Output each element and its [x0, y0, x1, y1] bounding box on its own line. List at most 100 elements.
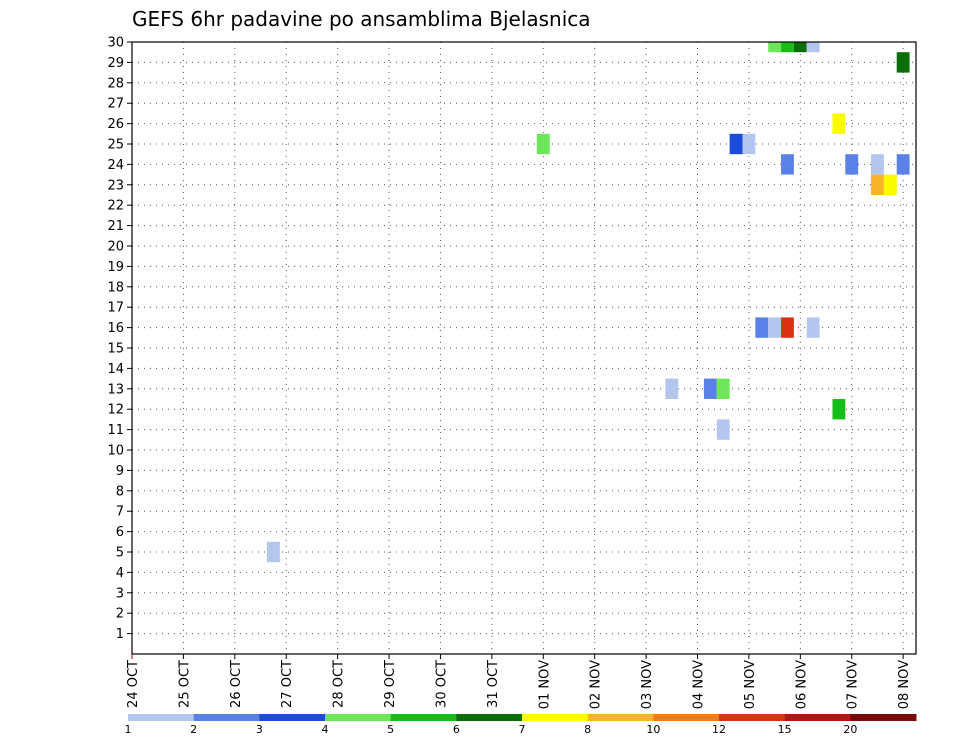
data-cell [806, 317, 820, 338]
colorbar-label: 8 [584, 723, 591, 736]
data-cell [781, 317, 794, 338]
data-cell [781, 42, 794, 53]
colorbar-swatch [850, 714, 917, 721]
colorbar-label: 20 [843, 723, 857, 736]
data-cell [832, 113, 846, 134]
data-cell [536, 133, 550, 155]
x-tick-label: 02 NOV [589, 660, 604, 709]
x-tick-label: 01 NOV [537, 660, 552, 709]
y-tick-label: 14 [107, 362, 124, 377]
x-tick-label: 06 NOV [794, 660, 809, 709]
y-tick-label: 4 [116, 566, 124, 581]
y-tick-label: 2 [116, 607, 124, 622]
y-tick-label: 6 [116, 525, 124, 540]
y-tick-label: 21 [107, 219, 124, 234]
x-tick-label: 31 OCT [486, 660, 501, 708]
colorbar-label: 12 [712, 723, 726, 736]
y-tick-label: 15 [107, 342, 124, 357]
colorbar-label: 5 [387, 723, 394, 736]
y-tick-label: 9 [116, 464, 124, 479]
y-tick-label: 23 [107, 178, 124, 193]
colorbar-label: 10 [646, 723, 660, 736]
colorbar: 1 2 3 4 5 6 7 8 10 12 15 20 [125, 714, 917, 736]
colorbar-swatch [456, 714, 523, 721]
colorbar-swatch [784, 714, 851, 721]
x-tick-label: 08 NOV [897, 660, 912, 709]
x-tick-label: 26 OCT [229, 660, 244, 708]
y-tick-label: 5 [116, 546, 124, 561]
data-cell [665, 378, 679, 399]
data-cell [883, 174, 897, 195]
data-cell [742, 133, 756, 155]
y-tick-label: 7 [116, 505, 124, 520]
colorbar-swatch [522, 714, 589, 721]
grid-lines [131, 41, 916, 654]
colorbar-swatch [587, 714, 654, 721]
data-cell [781, 154, 794, 175]
y-tick-label: 16 [107, 321, 124, 336]
chart-title: GEFS 6hr padavine po ansamblima Bjelasni… [132, 7, 591, 31]
y-tick-label: 25 [107, 138, 124, 153]
y-tick-label: 3 [116, 586, 124, 601]
y-tick-label: 28 [107, 76, 124, 91]
colorbar-label: 4 [322, 723, 329, 736]
data-cell [832, 399, 846, 420]
colorbar-swatch [719, 714, 786, 721]
data-cell [716, 378, 730, 399]
data-cells [266, 42, 910, 563]
y-tick-label: 1 [116, 627, 124, 642]
y-tick-label: 17 [107, 301, 124, 316]
y-axis-ticks: 1234567891011121314151617181920212223242… [107, 36, 132, 642]
y-tick-label: 20 [107, 240, 124, 255]
y-tick-label: 8 [116, 484, 124, 499]
data-cell [871, 154, 884, 175]
data-cell [729, 133, 743, 155]
colorbar-swatch [193, 714, 260, 721]
colorbar-label: 1 [125, 723, 132, 736]
colorbar-swatch [128, 714, 195, 721]
y-tick-label: 22 [107, 199, 124, 214]
x-tick-label: 29 OCT [383, 660, 398, 708]
y-tick-label: 30 [107, 36, 124, 51]
colorbar-swatch [259, 714, 326, 721]
y-tick-label: 13 [107, 382, 124, 397]
data-cell [806, 42, 820, 53]
y-tick-label: 29 [107, 56, 124, 71]
colorbar-swatch [325, 714, 392, 721]
y-tick-label: 19 [107, 260, 124, 275]
x-axis-ticks: 24 OCT 25 OCT 26 OCT 27 OCT 28 OCT 29 OCT 30 O… [126, 654, 912, 709]
x-tick-label: 07 NOV [846, 660, 861, 709]
x-tick-label: 28 OCT [332, 660, 347, 708]
y-tick-label: 18 [107, 280, 124, 295]
data-cell [768, 317, 782, 338]
y-tick-label: 12 [107, 403, 124, 418]
x-tick-label: 25 OCT [177, 660, 192, 708]
x-tick-label: 04 NOV [692, 660, 707, 709]
x-tick-label: 03 NOV [640, 660, 655, 709]
data-cell [716, 419, 730, 440]
colorbar-swatch [653, 714, 720, 721]
x-tick-label: 30 OCT [434, 660, 449, 708]
colorbar-swatch [390, 714, 457, 721]
colorbar-label: 2 [190, 723, 197, 736]
colorbar-label: 6 [453, 723, 460, 736]
data-cell [703, 378, 717, 399]
colorbar-label: 3 [256, 723, 263, 736]
colorbar-label: 7 [519, 723, 526, 736]
data-cell [871, 174, 884, 195]
data-cell [845, 154, 859, 175]
y-tick-label: 27 [107, 97, 124, 112]
x-tick-label: 27 OCT [280, 660, 295, 708]
data-cell [266, 541, 280, 563]
x-tick-label: 05 NOV [743, 660, 758, 709]
data-cell [768, 42, 782, 53]
data-cell [896, 154, 910, 175]
data-cell [755, 317, 769, 338]
y-tick-label: 24 [107, 158, 124, 173]
data-cell [896, 52, 910, 73]
x-tick-label: 24 OCT [126, 660, 141, 708]
y-tick-label: 26 [107, 117, 124, 132]
y-tick-label: 10 [107, 444, 124, 459]
data-cell [793, 42, 807, 53]
